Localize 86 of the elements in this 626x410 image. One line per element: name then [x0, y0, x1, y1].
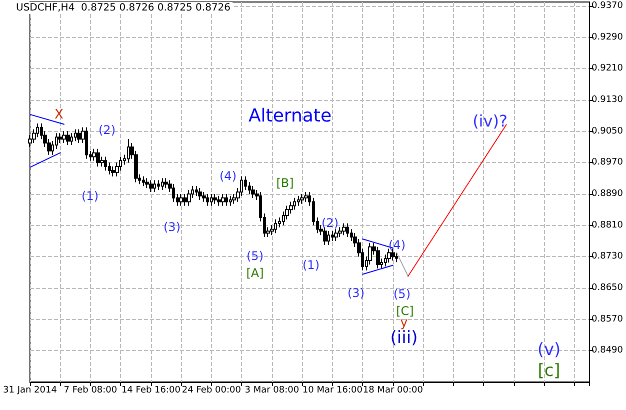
candlestick	[161, 178, 164, 191]
candlestick	[157, 180, 160, 191]
annotation: (2)	[98, 123, 116, 137]
candlestick	[142, 176, 145, 187]
candlestick	[274, 218, 277, 234]
candlestick	[300, 193, 304, 204]
candlestick	[149, 180, 153, 192]
candlestick	[96, 148, 100, 168]
annotation: (4)	[388, 238, 406, 252]
x-tick-label: 7 Feb 08:00	[64, 386, 118, 396]
annotation: (3)	[348, 286, 364, 300]
annotation: [A]	[246, 266, 264, 280]
annotation: (2)	[322, 216, 338, 230]
annotation: (5)	[246, 249, 264, 263]
annotation: (iv)?	[472, 112, 508, 130]
y-tick-label: 0.8970	[592, 158, 624, 168]
annotation: y	[400, 316, 408, 330]
candlestick	[202, 192, 206, 202]
chart-title: USDCHF,H4 0.8725 0.8726 0.8725 0.8726	[16, 2, 231, 14]
candlestick	[145, 178, 149, 189]
candlestick	[104, 156, 107, 171]
candlestick	[327, 230, 330, 246]
candlestick	[85, 126, 88, 160]
y-tick-label: 0.8810	[592, 220, 624, 230]
y-tick-label: 0.9050	[592, 126, 624, 136]
y-tick-label: 0.9130	[592, 94, 624, 105]
y-tick-label: 0.8490	[592, 346, 624, 356]
candlestick	[338, 226, 342, 238]
x-tick-label: 31 Jan 2014	[3, 386, 58, 396]
x-tick-label: 10 Mar 16:00	[302, 386, 363, 396]
candlestick	[293, 197, 296, 210]
x-tick-label: 3 Mar 08:00	[244, 386, 300, 396]
annotation: (3)	[164, 220, 180, 234]
candlestick	[225, 193, 228, 206]
y-tick-label: 0.8890	[592, 188, 624, 199]
candlestick	[206, 193, 209, 206]
candlestick	[210, 193, 213, 206]
candlestick	[111, 166, 115, 177]
candlestick	[297, 195, 300, 206]
candlestick	[342, 222, 346, 236]
candlestick	[172, 184, 175, 202]
candlestick	[183, 193, 187, 206]
candlestick	[395, 252, 398, 263]
candlestick	[346, 222, 349, 238]
y-tick-label: 0.9210	[592, 64, 624, 74]
candlestick	[70, 132, 73, 146]
candlestick	[304, 192, 308, 202]
candlestick	[66, 130, 70, 146]
candlestick	[221, 193, 225, 206]
candlestick	[331, 230, 334, 242]
candlestick	[62, 130, 66, 144]
annotation: (iii)	[390, 328, 418, 348]
annotation: (5)	[394, 287, 410, 301]
candlestick	[153, 180, 156, 192]
candlestick	[387, 248, 391, 264]
candlestick	[229, 195, 232, 206]
annotation: (4)	[220, 169, 236, 183]
candlestick	[251, 186, 255, 198]
annotation: (1)	[302, 258, 320, 272]
y-tick-label: 0.8730	[592, 252, 624, 262]
y-tick-label: 0.8650	[592, 282, 624, 293]
annotation: Alternate	[248, 106, 332, 126]
x-tick-label: 24 Feb 00:00	[182, 386, 242, 396]
annotation: (v)	[537, 340, 561, 360]
candlestick	[334, 228, 338, 242]
annotation: X	[54, 108, 64, 122]
x-tick-label: 18 Mar 00:00	[362, 386, 424, 396]
candlestick	[127, 138, 130, 164]
candlestick	[198, 188, 202, 200]
candlestick	[213, 193, 217, 204]
candlestick	[179, 193, 183, 206]
candlestick	[77, 128, 81, 144]
y-tick-label: 0.9370	[592, 0, 624, 11]
candlestick	[376, 246, 380, 269]
candlestick	[217, 195, 221, 206]
y-tick-label: 0.8570	[592, 314, 624, 324]
candlestick	[195, 186, 198, 196]
candlestick	[187, 190, 191, 206]
y-tick-label: 0.9290	[592, 32, 624, 42]
x-tick-label: 14 Feb 16:00	[121, 386, 181, 396]
candlestick	[164, 178, 168, 189]
annotation: (1)	[82, 189, 98, 203]
candlestick	[74, 128, 77, 142]
annotation: [c]	[538, 361, 560, 381]
annotation: [C]	[396, 304, 414, 318]
annotation: [B]	[276, 176, 294, 190]
